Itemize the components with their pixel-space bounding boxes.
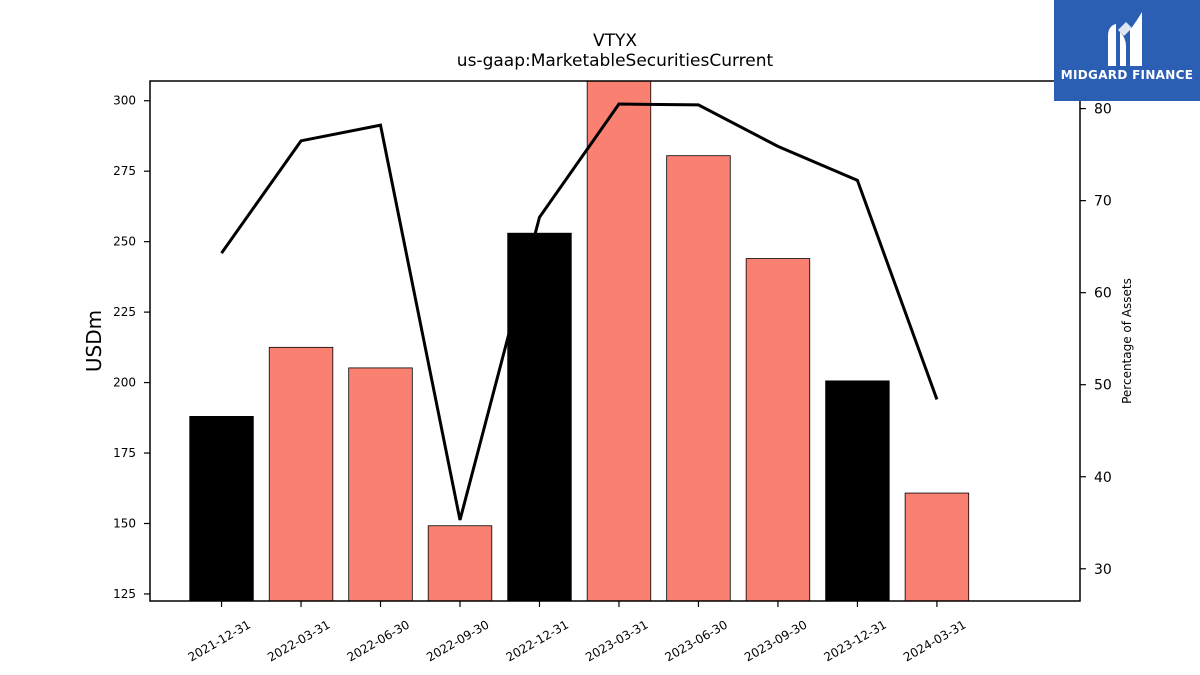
y-axis-label: USDm [82, 310, 106, 372]
bar-2023-06-30 [666, 155, 731, 602]
bar-2024-03-31 [904, 492, 970, 602]
x-tick-label: 2022-03-31 [265, 617, 332, 664]
y-tick-label: 250 [113, 235, 136, 249]
y-tick-label: 125 [113, 587, 136, 601]
bar-2021-12-31 [189, 415, 254, 602]
x-tick-label: 2022-12-31 [504, 617, 571, 664]
x-axis: 2021-12-31 2022-03-31 2022-06-30 2022-09-30… [186, 601, 968, 664]
x-tick-label: 2024-03-31 [901, 617, 968, 664]
brand-name: MIDGARD FINANCE [1060, 68, 1194, 82]
y-tick-label: 150 [113, 516, 136, 530]
x-tick-label: 2022-09-30 [424, 617, 491, 664]
y-right-tick-label: 40 [1094, 470, 1112, 486]
y-tick-label: 275 [113, 164, 136, 178]
line-layer [220, 102, 939, 521]
bar-2022-06-30 [348, 367, 413, 602]
chart-subtitle: us-gaap:MarketableSecuritiesCurrent [456, 51, 774, 71]
y-right-tick-label: 30 [1094, 562, 1112, 578]
brand-logo: MIDGARD FINANCE [1054, 0, 1200, 101]
x-tick-label: 2023-06-30 [663, 617, 730, 664]
chart-title: VTYX [592, 31, 638, 51]
bar-2022-09-30 [427, 525, 493, 602]
bar-2023-09-30 [745, 258, 811, 602]
bar-2023-12-31 [825, 380, 890, 602]
x-tick-label: 2022-06-30 [345, 617, 412, 664]
y-right-tick-label: 50 [1094, 378, 1112, 394]
bar-2022-12-31 [507, 232, 572, 602]
bar-2023-03-31 [586, 80, 652, 602]
plot-frame [149, 80, 1081, 602]
y-tick-label: 175 [113, 446, 136, 460]
y-right-tick-label: 80 [1094, 102, 1112, 118]
bar-2022-03-31 [268, 346, 334, 602]
y-right-tick-label: 60 [1094, 286, 1112, 302]
left-axis: 125 150 175 200 225 250 275 300 [113, 94, 150, 601]
y-tick-label: 300 [113, 94, 136, 108]
y-tick-label: 225 [113, 305, 136, 319]
right-axis: 30 40 50 60 70 80 [1080, 102, 1112, 578]
midgard-m-logo-icon [1108, 12, 1142, 66]
y-right-tick-label: 70 [1094, 194, 1112, 210]
x-tick-label: 2023-12-31 [822, 617, 889, 664]
x-tick-label: 2023-03-31 [583, 617, 650, 664]
y-axis-right-label: Percentage of Assets [1120, 278, 1134, 404]
x-tick-label: 2023-09-30 [742, 617, 809, 664]
y-tick-label: 200 [113, 376, 136, 390]
x-tick-label: 2021-12-31 [186, 617, 253, 664]
percentage-line [220, 102, 939, 521]
